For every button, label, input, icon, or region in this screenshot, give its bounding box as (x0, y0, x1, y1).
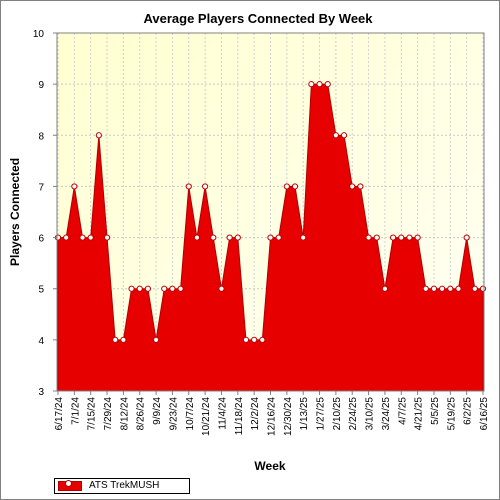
y-axis-ticks: 3 4 5 6 7 8 9 10 (33, 29, 57, 398)
data-point-27 (275, 234, 282, 241)
data-point-19 (210, 234, 217, 241)
data-point-18 (202, 183, 209, 190)
x-tick-label-21: 4/7/25 (397, 397, 408, 425)
data-point-7 (112, 336, 119, 343)
legend: ATS TrekMUSH (54, 478, 190, 494)
data-point-37 (357, 183, 364, 190)
x-tick-label-22: 4/21/25 (414, 397, 425, 431)
x-tick-label-20: 3/24/25 (381, 397, 392, 431)
data-point-45 (422, 285, 429, 292)
x-tick-label-14: 12/30/24 (283, 397, 294, 436)
data-point-48 (447, 285, 454, 292)
data-point-42 (398, 234, 405, 241)
data-point-44 (414, 234, 421, 241)
y-tick-label-2: 5 (38, 285, 44, 296)
data-point-38 (365, 234, 372, 241)
data-point-39 (373, 234, 380, 241)
data-point-26 (267, 234, 274, 241)
y-tick-label-1: 4 (38, 336, 44, 347)
y-axis-label: Players Connected (8, 158, 22, 266)
data-point-30 (300, 234, 307, 241)
data-point-35 (340, 132, 348, 139)
legend-marker-icon (65, 480, 72, 487)
data-point-24 (251, 336, 258, 343)
x-tick-label-10: 11/4/24 (217, 397, 228, 430)
x-tick-label-16: 1/27/25 (316, 397, 327, 431)
x-tick-label-2: 7/15/24 (87, 397, 98, 431)
x-tick-label-9: 10/21/24 (201, 397, 212, 436)
y-tick-label-7: 10 (33, 29, 45, 40)
data-point-31 (308, 81, 315, 88)
data-point-36 (349, 183, 356, 190)
data-point-50 (463, 234, 470, 241)
x-tick-label-3: 7/29/24 (103, 397, 114, 431)
x-tick-label-19: 3/10/25 (365, 397, 376, 431)
data-point-25 (259, 336, 266, 343)
x-tick-label-1: 7/1/24 (70, 397, 81, 425)
x-tick-label-17: 2/10/25 (332, 397, 343, 431)
x-tick-label-18: 2/24/25 (348, 397, 359, 431)
x-tick-label-7: 9/23/24 (168, 397, 179, 431)
data-point-4 (87, 234, 94, 241)
x-axis-ticks: 6/17/24 7/1/24 7/15/24 7/29/24 8/12/24 8/26/2… (54, 391, 490, 436)
data-point-6 (103, 234, 111, 241)
data-point-52 (479, 285, 487, 292)
x-tick-label-15: 1/13/25 (299, 397, 310, 431)
legend-label: ATS TrekMUSH (89, 480, 160, 491)
data-point-47 (439, 285, 446, 292)
data-point-10 (136, 285, 143, 292)
x-tick-label-24: 5/19/25 (446, 397, 457, 431)
x-tick-label-13: 12/16/24 (267, 397, 278, 436)
data-point-16 (185, 183, 192, 190)
data-point-21 (226, 234, 233, 241)
data-point-32 (316, 81, 323, 88)
chart-title: Average Players Connected By Week (143, 11, 373, 26)
data-point-33 (324, 81, 331, 88)
data-point-20 (218, 285, 225, 292)
x-axis-label: Week (254, 459, 285, 473)
data-point-40 (381, 285, 389, 292)
data-point-1 (63, 234, 70, 241)
x-tick-label-23: 5/5/25 (430, 397, 441, 425)
y-tick-label-0: 3 (38, 387, 44, 398)
data-point-34 (332, 132, 339, 139)
data-point-8 (120, 336, 127, 343)
x-tick-label-0: 6/17/24 (54, 397, 65, 431)
data-point-29 (291, 183, 299, 190)
x-tick-label-11: 11/18/24 (234, 397, 245, 436)
y-tick-label-5: 8 (38, 131, 44, 142)
data-point-28 (283, 183, 290, 190)
x-tick-label-26: 6/16/25 (479, 397, 490, 431)
data-point-22 (234, 234, 241, 241)
x-tick-label-12: 12/2/24 (250, 397, 261, 431)
x-tick-label-6: 9/9/24 (152, 397, 163, 425)
data-point-12 (152, 336, 160, 343)
x-tick-label-5: 8/26/24 (136, 397, 147, 431)
data-point-49 (455, 285, 462, 292)
data-point-5 (95, 132, 102, 139)
data-point-14 (169, 285, 176, 292)
data-point-23 (242, 336, 250, 343)
data-point-3 (79, 234, 86, 241)
data-point-41 (389, 234, 397, 241)
data-point-17 (193, 234, 201, 241)
y-tick-label-6: 9 (38, 80, 44, 91)
data-point-13 (161, 285, 168, 292)
data-point-9 (128, 285, 135, 292)
y-tick-label-3: 6 (38, 234, 44, 245)
data-point-46 (430, 285, 438, 292)
data-point-2 (71, 183, 78, 190)
y-tick-label-4: 7 (38, 182, 44, 193)
data-point-43 (406, 234, 413, 241)
x-tick-label-25: 6/2/25 (463, 397, 474, 425)
x-tick-label-4: 8/12/24 (119, 397, 130, 431)
data-point-15 (177, 285, 184, 292)
x-tick-label-8: 10/7/24 (185, 397, 196, 431)
data-point-11 (144, 285, 152, 292)
data-point-51 (471, 285, 478, 292)
